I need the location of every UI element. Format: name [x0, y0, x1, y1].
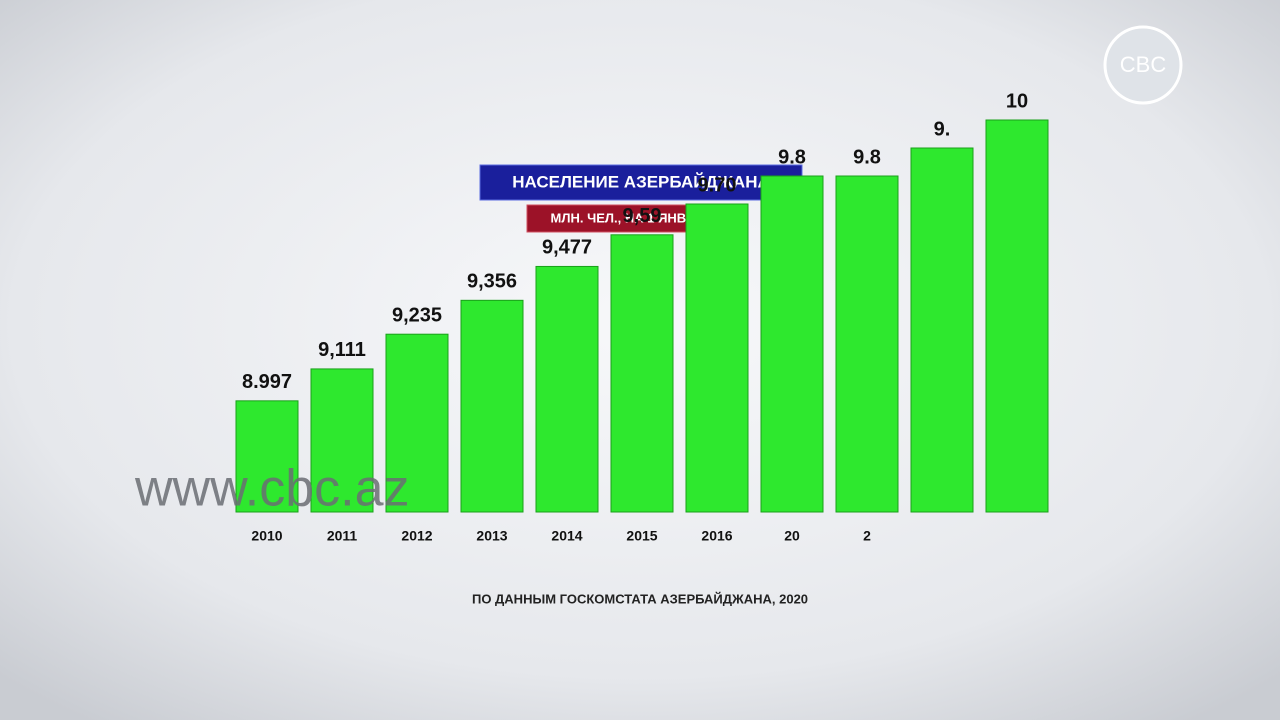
x-tick-label: 2011 [327, 528, 358, 544]
x-tick-label: 2013 [476, 528, 507, 544]
bar [760, 175, 824, 513]
value-label: 9.8 [778, 146, 806, 168]
chart-title: НАСЕЛЕНИЕ АЗЕРБАЙДЖАНА [512, 172, 770, 191]
bar [385, 333, 449, 513]
bar [835, 175, 899, 513]
chart-subtitle: МЛН. ЧЕЛ., НА 1 ЯНВАРЯ 2 [551, 210, 724, 225]
x-tick-label: 2016 [701, 528, 732, 544]
bar [910, 147, 974, 513]
value-label: 9,356 [467, 271, 517, 293]
value-label: 9,111 [318, 339, 366, 361]
value-label: 8.997 [242, 371, 292, 393]
value-label: 9.70 [698, 174, 737, 196]
value-label: 10 [1006, 90, 1028, 112]
bar [610, 234, 674, 513]
bars: 8.99720109,11120119,23520129,35620139,47… [235, 90, 1049, 544]
x-tick-label: 2014 [551, 528, 582, 544]
value-label: 9. [934, 118, 951, 140]
logo-text: CBC [1120, 52, 1167, 77]
watermark: www.cbc.az [134, 460, 410, 518]
bar [985, 119, 1049, 513]
value-label: 9,59 [623, 205, 662, 227]
bar [310, 368, 374, 513]
bar [685, 203, 749, 513]
value-label: 9,477 [542, 237, 592, 259]
bar [535, 265, 599, 513]
title-box [479, 164, 803, 201]
x-tick-label: 2015 [626, 528, 657, 544]
logo: CBC [1103, 25, 1183, 105]
bar [460, 299, 524, 513]
source-note: ПО ДАННЫМ ГОСКОМСТАТА АЗЕРБАЙДЖАНА, 2020 [472, 591, 808, 606]
x-tick-label: 2010 [251, 528, 282, 544]
value-label: 9,235 [392, 304, 442, 326]
value-label: 9.8 [853, 146, 881, 168]
x-tick-label: 20 [784, 528, 800, 544]
x-tick-label: 2012 [401, 528, 432, 544]
bar [235, 400, 299, 513]
x-tick-label: 2 [863, 528, 871, 544]
